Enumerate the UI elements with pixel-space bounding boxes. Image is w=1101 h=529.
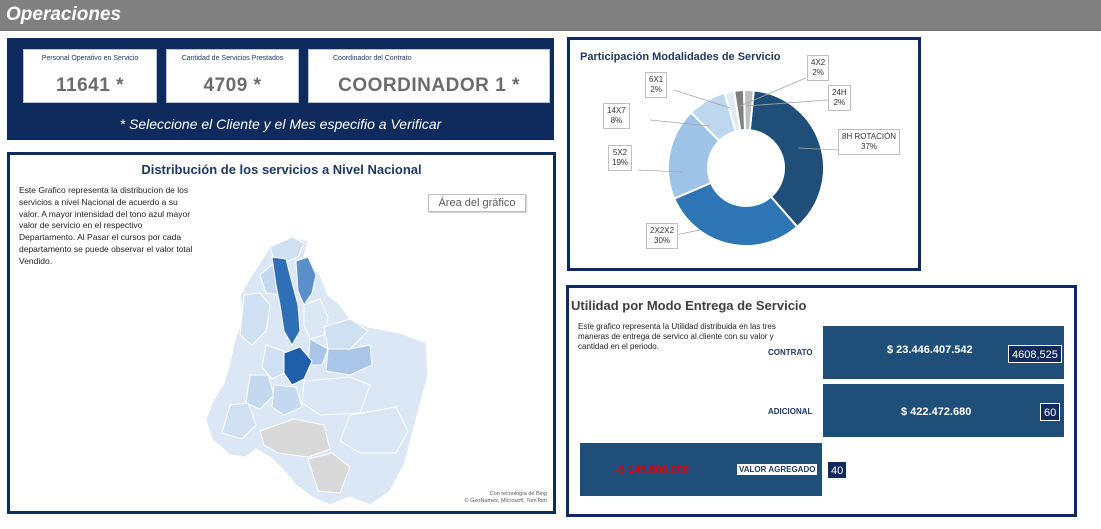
map-region-bolivar[interactable] [271, 256, 301, 347]
map-panel[interactable]: Distribución de los servicios a Nivel Na… [7, 152, 556, 514]
map-region-huila[interactable] [271, 384, 303, 416]
count-valor-agregado: 40 [827, 461, 848, 479]
donut-label-24h: 24H 2% [828, 85, 851, 111]
page-header: Operaciones [0, 0, 1101, 31]
map-region-cesar[interactable] [295, 256, 317, 307]
leader-8h [797, 147, 839, 151]
count-adicional: 60 [1040, 403, 1061, 421]
map-description: Este Grafico representa la distribucion … [19, 185, 193, 266]
map-region-arauca[interactable] [323, 318, 369, 350]
leader-14x7 [649, 119, 711, 127]
kpi-personal-value: 11641 * [56, 75, 124, 96]
map-title: Distribución de los servicios a Nivel Na… [141, 162, 422, 177]
chart-area-tooltip: Área del gráfico [428, 194, 526, 212]
kpi-personal-card[interactable]: Personal Operativo en Servicio 11641 * [23, 49, 157, 103]
leader-6x1 [673, 89, 731, 109]
donut-label-4x2: 4X2 2% [807, 55, 830, 81]
donut-panel[interactable]: Participación Modalidades de Servicio 8H… [567, 37, 921, 271]
map-region-casanare[interactable] [325, 344, 373, 376]
utilidad-title: Utilidad por Modo Entrega de Servicio [571, 298, 807, 313]
kpi-panel: Personal Operativo en Servicio 11641 * C… [7, 38, 554, 140]
map-region-meta[interactable] [301, 376, 371, 416]
donut-chart[interactable] [570, 40, 918, 268]
map-region-caqueta[interactable] [259, 418, 331, 458]
leader-24h [745, 99, 829, 107]
leader-5x2 [637, 169, 683, 173]
map-region-guaviare[interactable] [339, 406, 409, 454]
map-region-cauca[interactable] [221, 402, 257, 440]
cat-label-adicional: ADICIONAL [768, 407, 813, 416]
donut-label-6x1: 6X1 2% [645, 72, 668, 98]
donut-slice-2x2x2[interactable] [672, 181, 799, 247]
bar-adicional[interactable] [823, 384, 1064, 437]
donut-leader-lines [637, 77, 839, 237]
utilidad-description: Este grafico representa la Utilidad dist… [578, 322, 776, 351]
map-region-amazonas[interactable] [307, 452, 351, 494]
kpi-coordinador-label: Coordinador del Contrato [333, 55, 412, 62]
kpi-servicios-label: Cantidad de Servicios Prestados [181, 55, 284, 62]
donut-title: Participación Modalidades de Servicio [580, 51, 781, 63]
donut-slice-8h-rotaci-n[interactable] [748, 89, 825, 229]
cat-label-contrato: CONTRATO [768, 348, 813, 357]
leader-4x2 [739, 77, 807, 107]
utilidad-panel[interactable]: Utilidad por Modo Entrega de Servicio Es… [566, 285, 1077, 517]
kpi-coordinador-value: COORDINADOR 1 * [338, 75, 520, 96]
kpi-coordinador-card[interactable]: Coordinador del Contrato COORDINADOR 1 * [308, 49, 550, 103]
page-title: Operaciones [6, 4, 122, 25]
map-region-antioquia[interactable] [239, 292, 271, 346]
colombia-map[interactable] [200, 235, 432, 513]
kpi-servicios-value: 4709 * [203, 75, 262, 96]
donut-label-14x7: 14X7 8% [603, 103, 630, 129]
map-region-santander[interactable] [303, 298, 329, 340]
map-attribution-bing: Con tecnología de Bing [489, 491, 547, 497]
kpi-servicios-card[interactable]: Cantidad de Servicios Prestados 4709 * [166, 49, 299, 103]
donut-label-2x2x2: 2X2X2 30% [646, 223, 679, 249]
donut-slice-24h[interactable] [742, 89, 755, 132]
kpi-note: * Seleccione el Cliente y el Mes especif… [119, 116, 442, 132]
bar-value-adicional: $ 422.472.680 [901, 406, 972, 418]
donut-label-5x2: 5X2 19% [608, 145, 633, 171]
bar-value-contrato: $ 23.446.407.542 [887, 344, 973, 356]
map-attribution: Con tecnología de Bing © GeoNames, Micro… [465, 491, 548, 505]
cat-label-valor-agregado: VALOR AGREGADO [737, 464, 818, 475]
bar-value-valor-agregado: -$ 149.800.000 [615, 464, 690, 476]
map-region-caldas[interactable] [261, 344, 285, 380]
map-attribution-geonames: © GeoNames, Microsoft, TomTom [464, 498, 548, 504]
kpi-personal-label: Personal Operativo en Servicio [41, 55, 139, 62]
map-region-boyaca[interactable] [307, 338, 329, 366]
count-contrato: 4608,525 [1008, 345, 1062, 363]
donut-label-8h: 8H ROTACIÓN 37% [838, 129, 901, 155]
map-region-valle[interactable] [245, 374, 275, 410]
